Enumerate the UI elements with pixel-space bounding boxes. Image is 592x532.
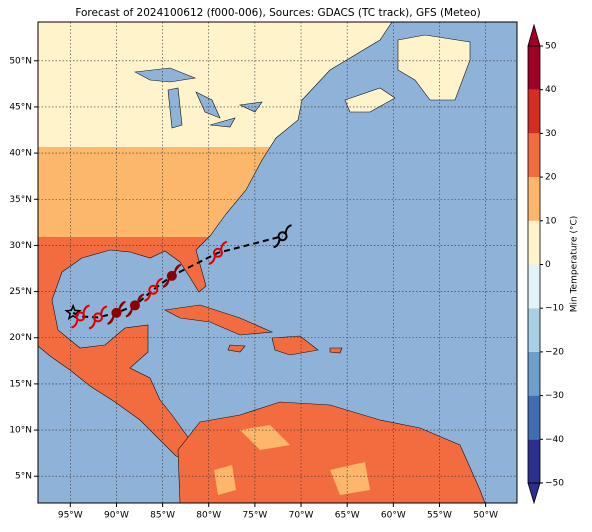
- warm-patch: [330, 462, 370, 495]
- great-lakes: [134, 67, 263, 129]
- colorbar-band: [528, 89, 540, 134]
- colorbar-band: [528, 439, 540, 483]
- y-tick-label: 45°N: [9, 102, 32, 112]
- warm-patch: [214, 465, 236, 495]
- warm-patch: [240, 425, 290, 450]
- y-tick-label: 25°N: [9, 287, 32, 297]
- storm-symbol: [107, 300, 126, 325]
- y-tick-label: 20°N: [9, 333, 32, 343]
- storm-symbol: [88, 305, 108, 330]
- colorbar-tick-label: 0: [545, 260, 551, 270]
- colorbar-tick-label: 40: [545, 85, 557, 95]
- colorbar-extend-top: [527, 23, 541, 47]
- storm-symbol: [273, 224, 292, 249]
- storm-symbol: [125, 293, 145, 318]
- colorbar-extend-bottom: [527, 482, 541, 505]
- x-tick-label: 55°W: [427, 511, 452, 521]
- y-tick-label: 30°N: [9, 241, 32, 251]
- colorbar-band: [528, 308, 540, 352]
- x-tick-label: 50°W: [473, 511, 498, 521]
- track-start: [64, 303, 82, 321]
- storm-symbol: [162, 263, 182, 288]
- colorbar-tick-label: 50: [545, 42, 557, 52]
- map-title: Forecast of 2024100612 (f000-006), Sourc…: [75, 7, 480, 19]
- x-tick-label: 85°W: [150, 511, 175, 521]
- y-tick-label: 10°N: [9, 426, 32, 436]
- newfoundland: [397, 34, 471, 101]
- x-tick-label: 95°W: [58, 511, 83, 521]
- x-tick-label: 75°W: [242, 511, 267, 521]
- nova-scotia: [344, 87, 396, 113]
- x-tick-label: 60°W: [381, 511, 406, 521]
- y-tick-label: 15°N: [9, 379, 32, 389]
- x-tick-label: 70°W: [289, 511, 314, 521]
- colorbar-tick-label: −10: [545, 304, 564, 314]
- colorbar-band: [528, 264, 540, 309]
- y-tick-label: 5°N: [15, 472, 32, 482]
- cuba: [164, 304, 274, 336]
- plot-frame: [37, 21, 518, 504]
- storm-symbol: [71, 304, 90, 329]
- colorbar-tick-label: −30: [545, 391, 564, 401]
- colorbar-tick-label: −50: [545, 479, 564, 489]
- colorbar-tick-label: 30: [545, 129, 557, 139]
- colorbar-tick-label: −40: [545, 435, 564, 445]
- x-tick-label: 65°W: [335, 511, 360, 521]
- jamaica: [227, 344, 246, 353]
- puerto-rico: [329, 347, 343, 354]
- y-tick-label: 35°N: [9, 195, 32, 205]
- colorbar-tick-label: 20: [545, 173, 557, 183]
- y-tick-label: 50°N: [9, 56, 32, 66]
- colorbar-band: [528, 177, 540, 221]
- storm-symbol: [208, 240, 228, 265]
- x-tick-label: 80°W: [196, 511, 221, 521]
- colorbar-tick-label: 10: [545, 216, 557, 226]
- colorbar-band: [528, 351, 540, 396]
- hispaniola: [271, 335, 319, 356]
- colorbar-tick-label: −20: [545, 347, 564, 357]
- colorbar-band: [528, 395, 540, 440]
- y-tick-label: 40°N: [9, 149, 32, 159]
- colorbar-band: [528, 220, 540, 265]
- storm-symbol: [144, 277, 163, 302]
- colorbar-band: [528, 133, 540, 178]
- basemap: [38, 22, 517, 503]
- x-tick-label: 90°W: [104, 511, 129, 521]
- colorbar-label: Min Temperature (°C): [570, 216, 580, 313]
- colorbar-band: [528, 46, 540, 90]
